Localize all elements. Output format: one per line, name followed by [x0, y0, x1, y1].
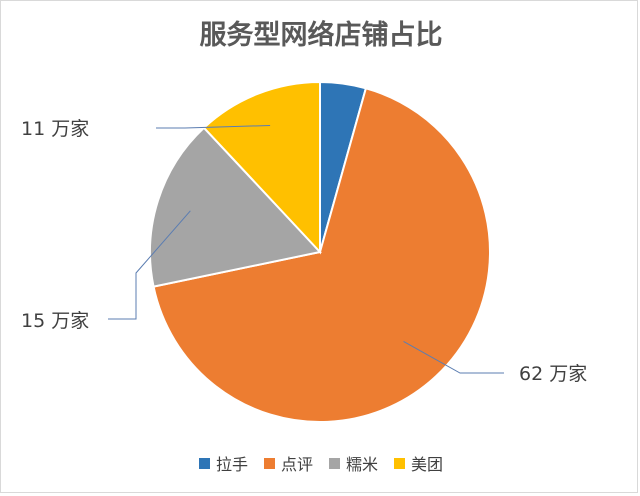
- legend-item-1: 拉手: [198, 451, 248, 475]
- pie-slice-4: [202, 80, 321, 255]
- leader-line-2: [403, 341, 504, 374]
- legend-label: 美团: [411, 455, 444, 474]
- chart-title: 服务型网络店铺占比: [199, 20, 443, 51]
- data-label-2: 62 万家: [519, 363, 587, 385]
- legend-label: 拉手: [215, 455, 248, 474]
- legend-item-4: 美团: [394, 451, 443, 475]
- pie-slice-3: [149, 126, 322, 288]
- legend: 拉手 点评 糯米 美团: [1, 451, 640, 475]
- data-label-3: 15 万家: [21, 310, 89, 332]
- leader-line-4: [156, 124, 271, 129]
- legend-label: 糯米: [346, 455, 379, 474]
- legend-item-3: 糯米: [329, 451, 378, 475]
- legend-swatch: [198, 457, 210, 469]
- legend-swatch: [394, 457, 406, 469]
- leader-line-3: [108, 210, 191, 320]
- pie-slice-2: [152, 87, 491, 423]
- legend-label: 点评: [280, 455, 313, 474]
- legend-swatch: [329, 457, 340, 469]
- legend-item-2: 点评: [263, 451, 313, 475]
- data-label-4: 11 万家: [21, 118, 89, 140]
- legend-swatch: [263, 457, 275, 469]
